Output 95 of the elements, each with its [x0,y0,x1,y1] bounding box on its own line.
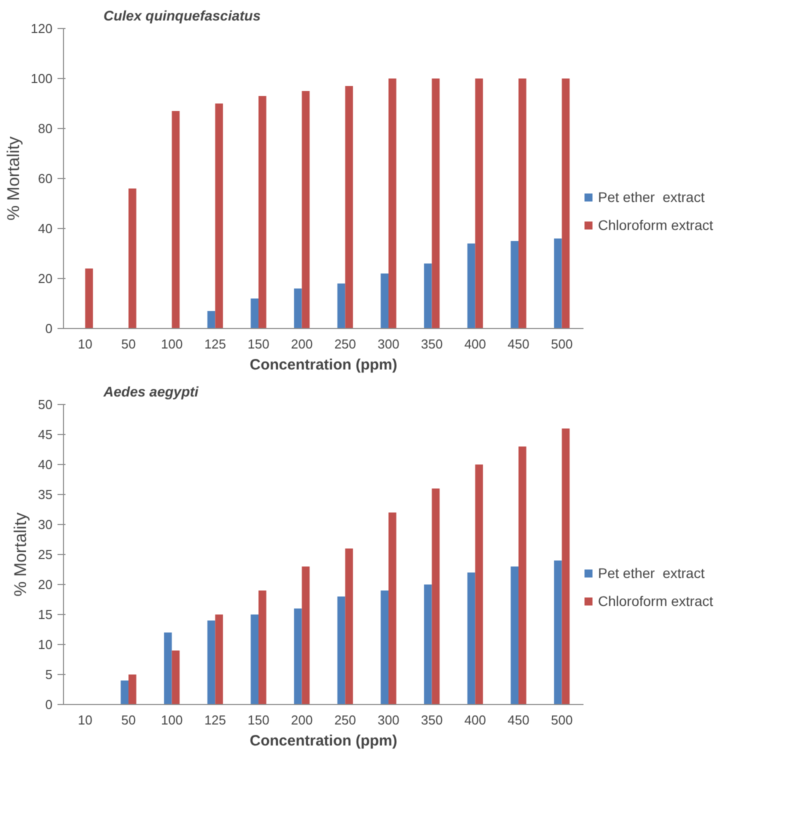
y-tick-label: 15 [38,607,53,622]
x-tick-label: 50 [121,336,136,352]
bar [337,596,346,704]
bar [250,614,258,704]
x-tick-label: 450 [508,712,530,728]
bar [510,566,518,704]
x-tick-label: 10 [78,336,92,352]
x-tick-label: 300 [378,712,400,728]
bar [215,104,223,328]
y-tick-label: 100 [30,71,53,86]
bar [380,274,388,328]
y-tick-label: 40 [38,221,53,236]
x-tick-label: 125 [204,712,226,728]
bar [562,428,570,704]
bar [388,78,396,328]
bar [554,560,562,704]
bar [207,620,216,704]
x-tick-label: 500 [550,336,573,352]
bar [85,268,93,328]
legend-label: Chloroform extract [598,217,714,233]
bar [432,488,440,704]
bar [258,96,266,328]
y-tick-label: 20 [38,577,53,592]
y-tick-label: 25 [38,547,53,562]
chart-title: Culex quinquefasciatus [104,8,261,24]
y-axis-title: % Mortality [4,136,23,221]
bar [172,111,180,328]
bar [554,238,562,328]
bar [172,650,180,704]
y-tick-label: 50 [38,397,53,412]
bar [120,680,128,704]
bar [467,244,476,328]
y-tick-label: 0 [45,321,53,336]
bar [345,548,353,704]
x-tick-label: 200 [290,712,313,728]
x-tick-label: 450 [508,336,530,352]
x-tick-label: 150 [248,712,270,728]
x-tick-label: 150 [248,336,270,352]
x-tick-label: 400 [464,336,486,352]
bar [302,566,310,704]
y-tick-label: 35 [38,487,53,502]
y-tick-label: 60 [38,171,53,186]
bar [380,590,388,704]
bar [302,91,310,328]
legend-label: Chloroform extract [598,593,714,609]
bar [475,78,483,328]
y-tick-label: 0 [45,697,53,712]
bar [215,614,223,704]
y-tick-label: 120 [30,21,53,36]
bar [510,241,518,328]
legend-label: Pet ether extract [598,565,705,581]
x-axis-title: Concentration (ppm) [250,356,398,374]
x-tick-label: 300 [378,336,400,352]
bar [475,464,483,704]
bar [345,86,353,328]
y-tick-label: 40 [38,457,53,472]
x-tick-label: 100 [160,336,183,352]
legend-label: Pet ether extract [598,189,705,205]
y-tick-label: 45 [38,427,53,442]
x-tick-label: 500 [550,712,573,728]
x-tick-label: 250 [334,712,356,728]
x-tick-label: 100 [160,712,183,728]
bar [388,512,396,704]
bar [128,674,136,704]
y-axis-title: % Mortality [11,512,30,597]
x-tick-label: 350 [420,336,443,352]
x-axis-title: Concentration (ppm) [250,732,398,750]
x-tick-label: 200 [290,336,313,352]
chart-title: Aedes aegypti [102,384,200,400]
x-tick-label: 250 [334,336,356,352]
bar [518,446,526,704]
bar [337,284,346,328]
y-tick-label: 30 [38,517,53,532]
x-tick-label: 350 [420,712,443,728]
y-tick-label: 10 [38,637,53,652]
y-tick-label: 80 [38,121,53,136]
x-tick-label: 400 [464,712,486,728]
bar [294,288,302,328]
x-tick-label: 50 [121,712,136,728]
y-tick-label: 5 [45,667,53,682]
x-tick-label: 10 [78,712,92,728]
bar [294,608,302,704]
bar [467,572,476,704]
bar [207,311,216,328]
bar [128,188,136,328]
bar [424,584,432,704]
bar [424,264,432,328]
bar [164,632,172,704]
y-tick-label: 20 [38,271,53,286]
bar [258,590,266,704]
bar [250,298,258,328]
bar [432,78,440,328]
bar [518,78,526,328]
x-tick-label: 125 [204,336,226,352]
bar [562,78,570,328]
